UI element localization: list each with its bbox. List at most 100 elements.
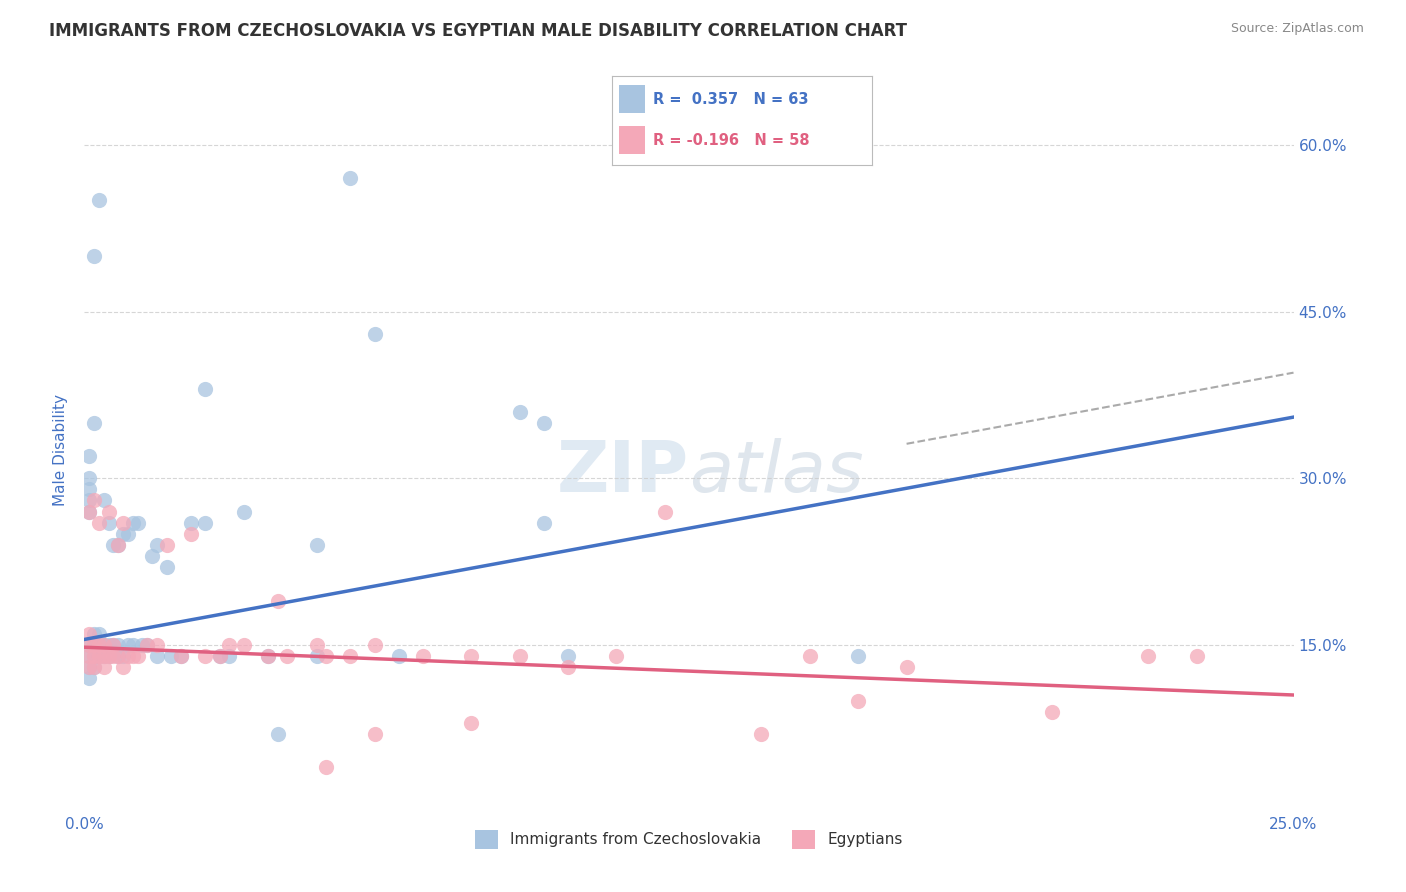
Point (83, 660, 105, 674)
Point (77, 671, 100, 685)
Point (170, 649, 193, 664)
Point (121, 516, 143, 530)
Point (93, 493, 115, 508)
Point (136, 638, 159, 652)
Point (87, 194, 110, 208)
Point (103, 638, 125, 652)
Point (155, 560, 177, 574)
Point (77, 493, 100, 508)
Point (93, 638, 115, 652)
Point (605, 649, 627, 664)
Point (751, 727, 773, 741)
Point (87, 649, 110, 664)
Point (117, 638, 139, 652)
Point (97, 516, 120, 530)
Point (194, 649, 217, 664)
Point (136, 638, 159, 652)
Point (315, 760, 337, 774)
Point (83, 638, 105, 652)
Point (121, 649, 143, 664)
Point (87, 516, 110, 530)
Point (305, 649, 328, 664)
Point (533, 416, 555, 430)
Point (267, 727, 290, 741)
Point (83, 649, 105, 664)
Text: R = -0.196   N = 58: R = -0.196 N = 58 (654, 133, 810, 147)
Point (77, 638, 100, 652)
Point (194, 382, 217, 396)
Point (305, 638, 328, 652)
Point (77, 660, 100, 674)
Text: IMMIGRANTS FROM CZECHOSLOVAKIA VS EGYPTIAN MALE DISABILITY CORRELATION CHART: IMMIGRANTS FROM CZECHOSLOVAKIA VS EGYPTI… (49, 22, 907, 40)
Point (412, 649, 434, 664)
Point (112, 516, 135, 530)
Point (257, 649, 280, 664)
Point (121, 638, 143, 652)
Point (305, 538, 328, 552)
Point (127, 516, 149, 530)
Point (117, 649, 139, 664)
Point (208, 649, 231, 664)
Point (107, 538, 129, 552)
Point (83, 638, 105, 652)
Point (131, 638, 153, 652)
Point (112, 649, 135, 664)
Point (194, 516, 217, 530)
Point (83, 416, 105, 430)
Point (77, 660, 100, 674)
Point (77, 505, 100, 519)
Point (218, 649, 240, 664)
Point (117, 526, 139, 541)
Point (93, 649, 115, 664)
Point (103, 649, 125, 664)
Bar (620, 126, 645, 154)
Point (339, 171, 361, 186)
Point (77, 449, 100, 463)
Point (77, 505, 100, 519)
Point (146, 638, 169, 652)
Text: ZIP: ZIP (557, 438, 689, 507)
Point (146, 538, 169, 552)
Text: Source: ZipAtlas.com: Source: ZipAtlas.com (1230, 22, 1364, 36)
Point (107, 649, 129, 664)
Point (276, 649, 298, 664)
Point (77, 638, 100, 652)
Point (799, 649, 821, 664)
Point (93, 649, 115, 664)
Point (107, 649, 129, 664)
Point (87, 627, 110, 641)
Point (509, 404, 531, 418)
Point (180, 526, 202, 541)
Legend: Immigrants from Czechoslovakia, Egyptians: Immigrants from Czechoslovakia, Egyptian… (470, 824, 908, 855)
Point (87, 649, 110, 664)
Point (97, 505, 120, 519)
Point (141, 549, 163, 563)
Text: atlas: atlas (689, 438, 863, 507)
Point (146, 649, 169, 664)
Point (87, 638, 110, 652)
Point (93, 660, 115, 674)
Point (77, 627, 100, 641)
Point (846, 693, 869, 707)
Point (112, 660, 135, 674)
Point (97, 638, 120, 652)
Point (218, 638, 240, 652)
Point (160, 649, 183, 664)
Point (509, 649, 531, 664)
Point (846, 649, 869, 664)
Point (155, 538, 177, 552)
Bar (620, 85, 645, 113)
Point (1137, 649, 1160, 664)
Point (77, 471, 100, 485)
Point (896, 660, 918, 674)
Point (77, 649, 100, 664)
Point (533, 516, 555, 530)
Point (654, 505, 676, 519)
Point (83, 649, 105, 664)
Point (83, 493, 105, 508)
Point (170, 649, 193, 664)
Point (233, 638, 256, 652)
Point (112, 526, 135, 541)
Point (77, 649, 100, 664)
Point (388, 649, 411, 664)
